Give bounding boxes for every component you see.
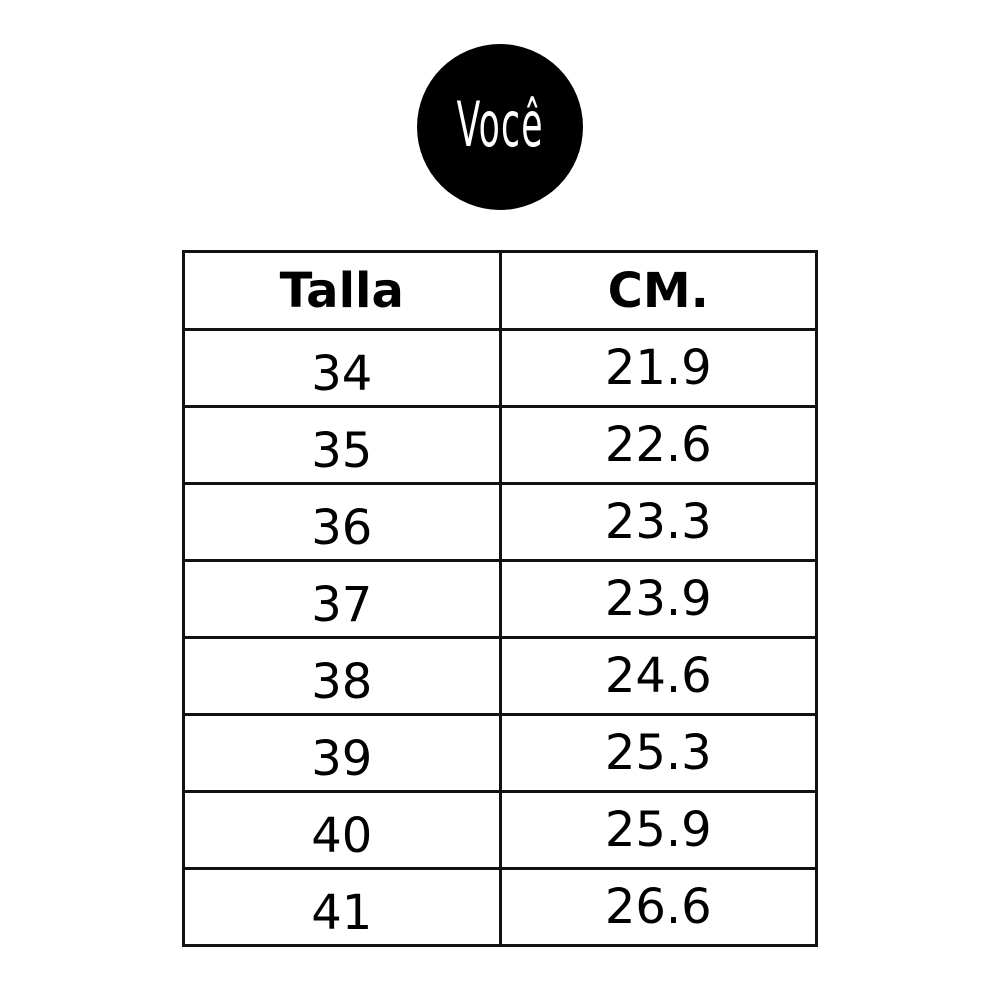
cm-cell: 25.9 xyxy=(498,790,818,870)
size-cell: 41 xyxy=(182,867,502,947)
size-cell: 39 xyxy=(182,713,502,793)
size-cell: 38 xyxy=(182,636,502,716)
header-cm: CM. xyxy=(498,250,818,331)
cm-cell: 24.6 xyxy=(498,636,818,716)
header-talla: Talla xyxy=(182,250,502,331)
brand-logo: Você xyxy=(417,44,583,210)
table-row: 38 24.6 xyxy=(182,636,818,716)
size-value: 38 xyxy=(311,654,373,710)
table-row: 35 22.6 xyxy=(182,405,818,485)
cm-value: 25.9 xyxy=(604,802,712,858)
size-cell: 37 xyxy=(182,559,502,639)
cm-value: 23.9 xyxy=(604,571,712,627)
table-row: 41 26.6 xyxy=(182,867,818,947)
size-value: 36 xyxy=(311,500,373,556)
cm-value: 21.9 xyxy=(604,340,712,396)
size-value: 37 xyxy=(311,577,373,633)
size-value: 34 xyxy=(311,346,373,402)
cm-value: 23.3 xyxy=(604,494,712,550)
logo-text: Você xyxy=(456,87,544,161)
size-cell: 36 xyxy=(182,482,502,562)
table-row: 40 25.9 xyxy=(182,790,818,870)
cm-cell: 26.6 xyxy=(498,867,818,947)
size-value: 41 xyxy=(311,885,373,941)
cm-cell: 22.6 xyxy=(498,405,818,485)
size-cell: 40 xyxy=(182,790,502,870)
cm-value: 24.6 xyxy=(604,648,712,704)
cm-value: 25.3 xyxy=(604,725,712,781)
size-value: 39 xyxy=(311,731,373,787)
table-row: 34 21.9 xyxy=(182,328,818,408)
table-row: 39 25.3 xyxy=(182,713,818,793)
size-chart-table: Talla CM. 34 21.9 35 22.6 36 23.3 37 23.9 38 24.6… xyxy=(182,250,818,947)
cm-cell: 23.9 xyxy=(498,559,818,639)
cm-cell: 23.3 xyxy=(498,482,818,562)
table-header-row: Talla CM. xyxy=(182,250,818,331)
cm-value: 26.6 xyxy=(604,879,712,935)
cm-cell: 21.9 xyxy=(498,328,818,408)
table-row: 36 23.3 xyxy=(182,482,818,562)
table-row: 37 23.9 xyxy=(182,559,818,639)
cm-value: 22.6 xyxy=(604,417,712,473)
size-cell: 34 xyxy=(182,328,502,408)
cm-cell: 25.3 xyxy=(498,713,818,793)
size-value: 35 xyxy=(311,423,373,479)
size-cell: 35 xyxy=(182,405,502,485)
size-value: 40 xyxy=(311,808,373,864)
